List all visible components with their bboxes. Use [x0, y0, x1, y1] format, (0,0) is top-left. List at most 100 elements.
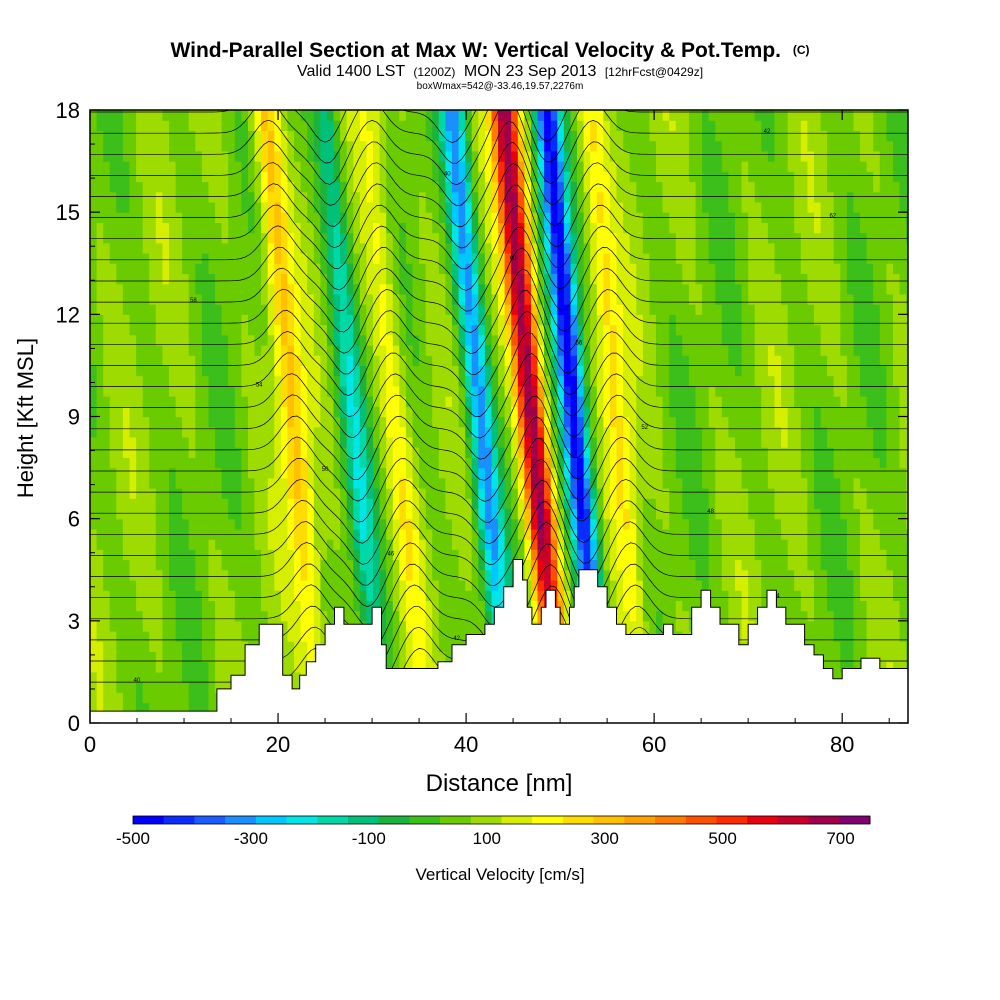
heatmap-cell	[221, 477, 229, 489]
heatmap-cell	[300, 447, 308, 458]
heatmap-cell	[241, 447, 249, 458]
heatmap-cell	[221, 120, 229, 131]
heatmap-cell	[478, 385, 486, 397]
heatmap-cell	[228, 396, 236, 407]
heatmap-cell	[366, 559, 374, 571]
heatmap-cell	[234, 580, 242, 591]
heatmap-cell	[629, 140, 637, 152]
heatmap-cell	[609, 508, 618, 520]
heatmap-cell	[458, 518, 466, 530]
heatmap-cell	[531, 549, 539, 561]
heatmap-cell	[511, 385, 519, 397]
heatmap-cell	[392, 232, 400, 244]
heatmap-cell	[201, 498, 210, 509]
heatmap-cell	[320, 569, 328, 581]
heatmap-cell	[366, 150, 374, 162]
heatmap-cell	[234, 263, 242, 274]
heatmap-cell	[201, 488, 210, 499]
heatmap-cell	[129, 253, 137, 264]
heatmap-cell	[596, 253, 604, 264]
heatmap-cell	[307, 273, 315, 285]
heatmap-cell	[452, 191, 460, 203]
heatmap-cell	[557, 365, 565, 377]
heatmap-cell	[563, 181, 572, 193]
heatmap-cell	[484, 324, 493, 336]
heatmap-cell	[386, 539, 394, 550]
heatmap-cell	[603, 283, 611, 295]
heatmap-cell	[425, 539, 433, 550]
heatmap-cell	[340, 150, 348, 162]
heatmap-cell	[280, 508, 289, 520]
heatmap-cell	[129, 293, 137, 305]
heatmap-cell	[386, 161, 394, 172]
heatmap-cell	[155, 600, 163, 612]
heatmap-cell	[122, 283, 131, 295]
heatmap-cell	[629, 212, 637, 223]
heatmap-cell	[359, 201, 367, 213]
heatmap-cell	[550, 488, 558, 499]
heatmap-cell	[484, 191, 493, 203]
heatmap-cell	[215, 580, 223, 591]
heatmap-cell	[248, 334, 256, 346]
heatmap-cell	[280, 314, 289, 326]
heatmap-cell	[136, 130, 144, 142]
heatmap-cell	[169, 569, 177, 581]
heatmap-cell	[261, 375, 269, 387]
heatmap-cell	[274, 406, 282, 418]
heatmap-cell	[412, 365, 420, 377]
heatmap-cell	[425, 396, 433, 407]
heatmap-cell	[504, 355, 512, 366]
heatmap-cell	[254, 426, 262, 438]
heatmap-cell	[169, 242, 177, 254]
heatmap-cell	[603, 263, 611, 274]
heatmap-cell	[596, 314, 604, 326]
heatmap-cell	[544, 304, 552, 315]
heatmap-cell	[511, 447, 519, 458]
heatmap-cell	[379, 457, 387, 469]
heatmap-cell	[412, 375, 420, 387]
heatmap-cell	[458, 436, 466, 448]
heatmap-cell	[445, 283, 453, 295]
heatmap-cell	[524, 324, 532, 336]
heatmap-cell	[142, 580, 150, 591]
heatmap-cell	[287, 365, 295, 377]
heatmap-cell	[609, 416, 618, 428]
heatmap-cell	[155, 242, 163, 254]
heatmap-cell	[90, 253, 98, 264]
heatmap-cell	[169, 671, 177, 683]
heatmap-cell	[392, 161, 400, 172]
heatmap-cell	[228, 467, 236, 479]
heatmap-cell	[208, 324, 216, 336]
heatmap-cell	[228, 242, 236, 254]
heatmap-cell	[498, 140, 506, 152]
heatmap-cell	[182, 457, 190, 469]
heatmap-cell	[169, 518, 177, 530]
heatmap-cell	[313, 600, 321, 612]
heatmap-cell	[149, 467, 157, 479]
heatmap-cell	[373, 140, 381, 152]
heatmap-cell	[577, 447, 585, 458]
heatmap-cell	[359, 610, 367, 622]
heatmap-cell	[340, 447, 348, 458]
heatmap-cell	[234, 549, 242, 561]
heatmap-cell	[254, 324, 262, 336]
heatmap-cell	[248, 191, 256, 203]
heatmap-cell	[248, 569, 256, 581]
heatmap-cell	[175, 334, 183, 346]
heatmap-cell	[155, 375, 163, 387]
heatmap-cell	[603, 477, 611, 489]
heatmap-cell	[208, 385, 216, 397]
heatmap-cell	[412, 140, 420, 152]
heatmap-cell	[201, 304, 210, 315]
heatmap-cell	[142, 375, 150, 387]
heatmap-cell	[366, 406, 374, 418]
heatmap-cell	[550, 293, 558, 305]
heatmap-cell	[201, 222, 210, 234]
heatmap-cell	[498, 161, 506, 172]
heatmap-cell	[280, 600, 289, 612]
heatmap-cell	[195, 150, 203, 162]
heatmap-cell	[412, 549, 420, 561]
heatmap-cell	[320, 528, 328, 540]
heatmap-cell	[234, 631, 242, 642]
heatmap-cell	[405, 416, 414, 428]
